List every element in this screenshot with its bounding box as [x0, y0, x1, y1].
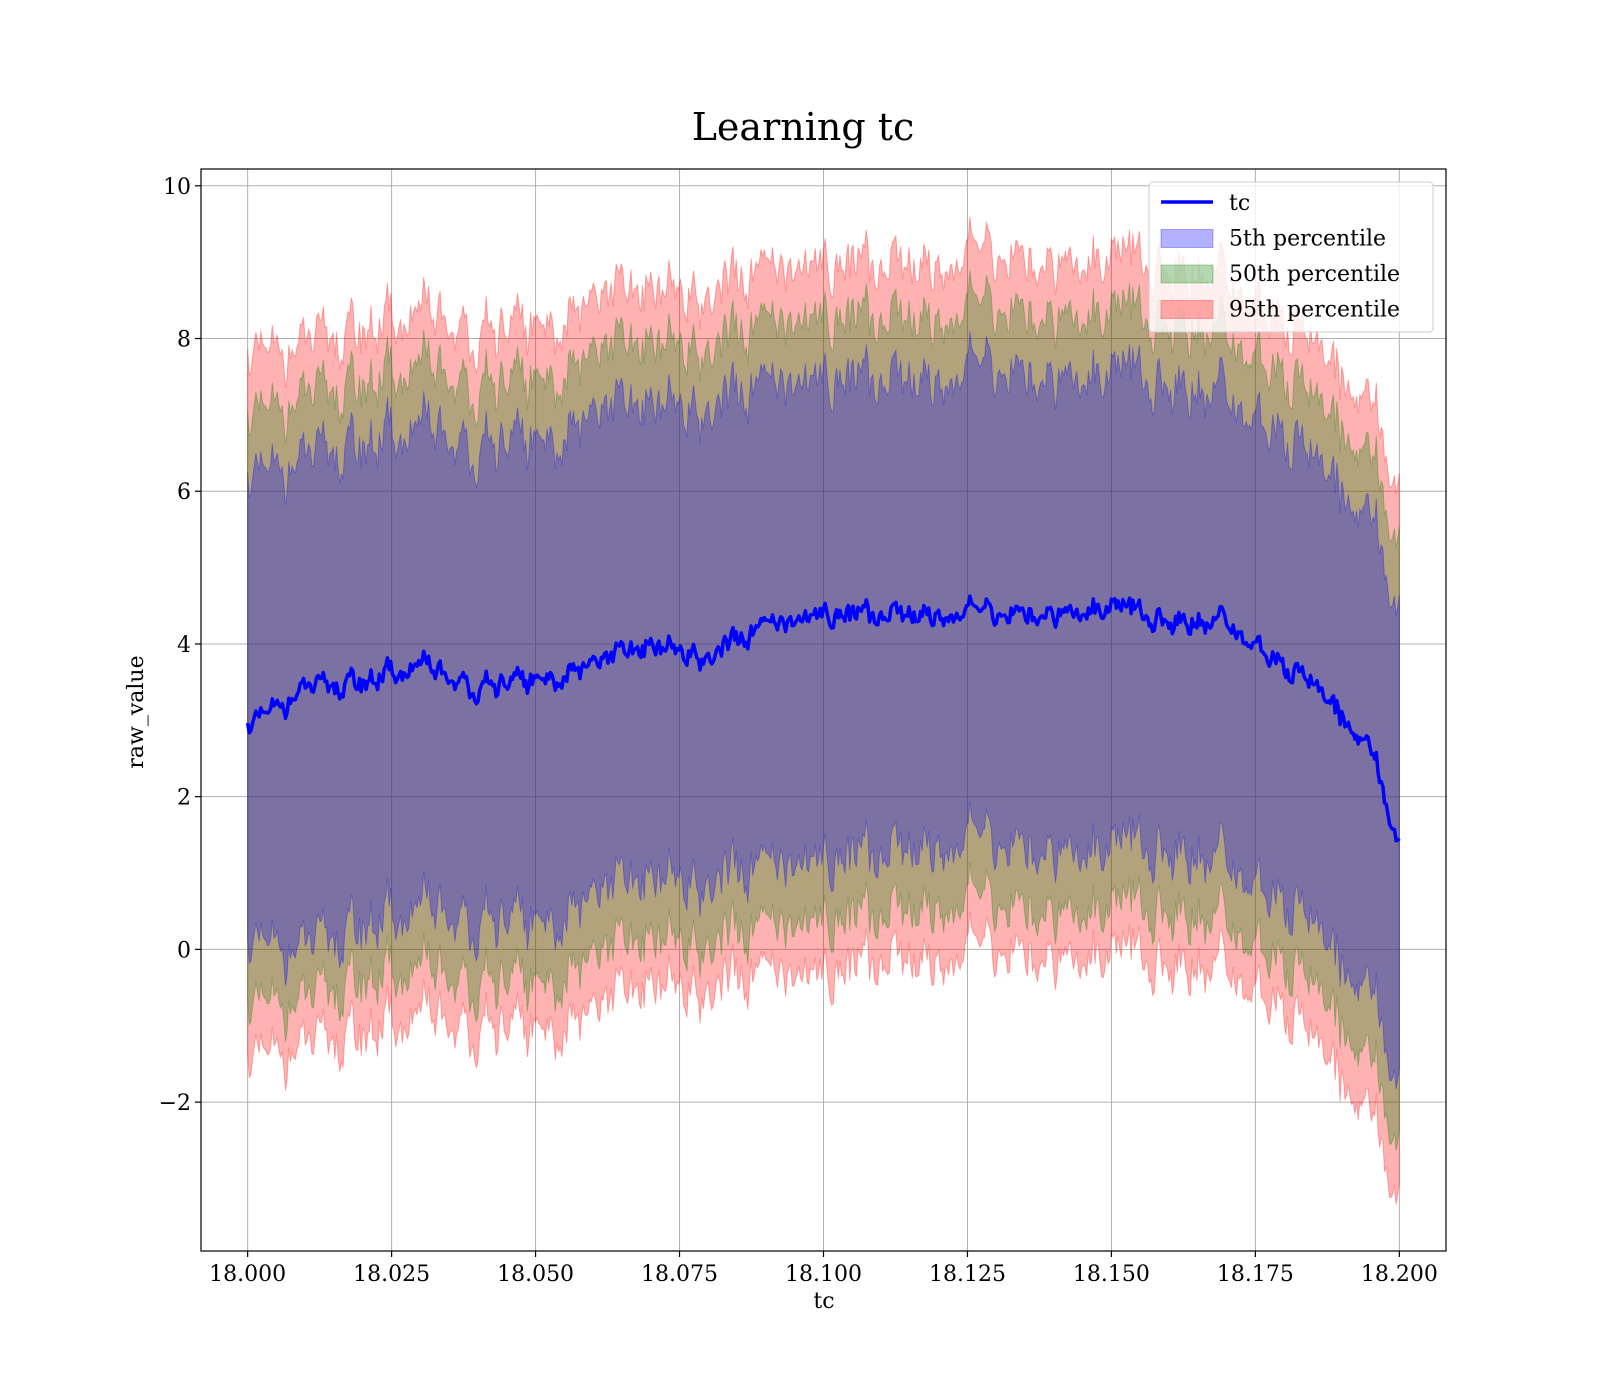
legend-label: 95th percentile: [1229, 298, 1400, 323]
legend-box: [1148, 181, 1434, 333]
y-tick-label: 8: [177, 328, 191, 353]
y-tick-label: 4: [177, 633, 191, 658]
grid-layer: [201, 169, 1446, 1251]
band-50th-percentile: [247, 270, 1400, 1152]
legend-swatch-band: [1160, 264, 1214, 284]
legend-label: tc: [1229, 191, 1250, 216]
legend-label: 5th percentile: [1229, 227, 1386, 252]
x-tick-label: 18.150: [1073, 1262, 1150, 1287]
x-tick-label: 18.025: [353, 1262, 430, 1287]
y-axis-label: raw_value: [124, 655, 149, 768]
x-tick-label: 18.200: [1361, 1262, 1438, 1287]
x-tick-label: 18.125: [929, 1262, 1006, 1287]
series-line-tc: [245, 594, 1401, 843]
y-tick-label: 10: [163, 175, 191, 200]
x-axis-label: tc: [813, 1289, 834, 1314]
x-tick-label: 18.100: [785, 1262, 862, 1287]
y-tick-label: 6: [177, 480, 191, 505]
x-tick-label: 18.000: [209, 1262, 286, 1287]
line-layer: [245, 594, 1401, 843]
chart-title: Learning tc: [692, 105, 915, 149]
legend-label: 50th percentile: [1229, 262, 1400, 287]
band-layer: [247, 216, 1400, 1205]
legend-swatch-band: [1160, 300, 1214, 319]
x-tick-label: 18.075: [641, 1262, 718, 1287]
legend: tc 5th percentile 50th percentile 95th perc…: [1148, 181, 1434, 333]
legend-swatch-band: [1160, 229, 1214, 248]
tick-layer: 18.000 18.025 18.050 18.075 18.100 18.125 18.1…: [159, 175, 1438, 1287]
band-95th-percentile: [247, 216, 1400, 1205]
y-tick-label: −2: [159, 1091, 191, 1116]
x-tick-label: 18.050: [497, 1262, 574, 1287]
y-tick-label: 0: [177, 938, 191, 963]
band-5th-percentile: [247, 331, 1400, 1090]
x-tick-label: 18.175: [1217, 1262, 1294, 1287]
y-tick-label: 2: [177, 786, 191, 811]
